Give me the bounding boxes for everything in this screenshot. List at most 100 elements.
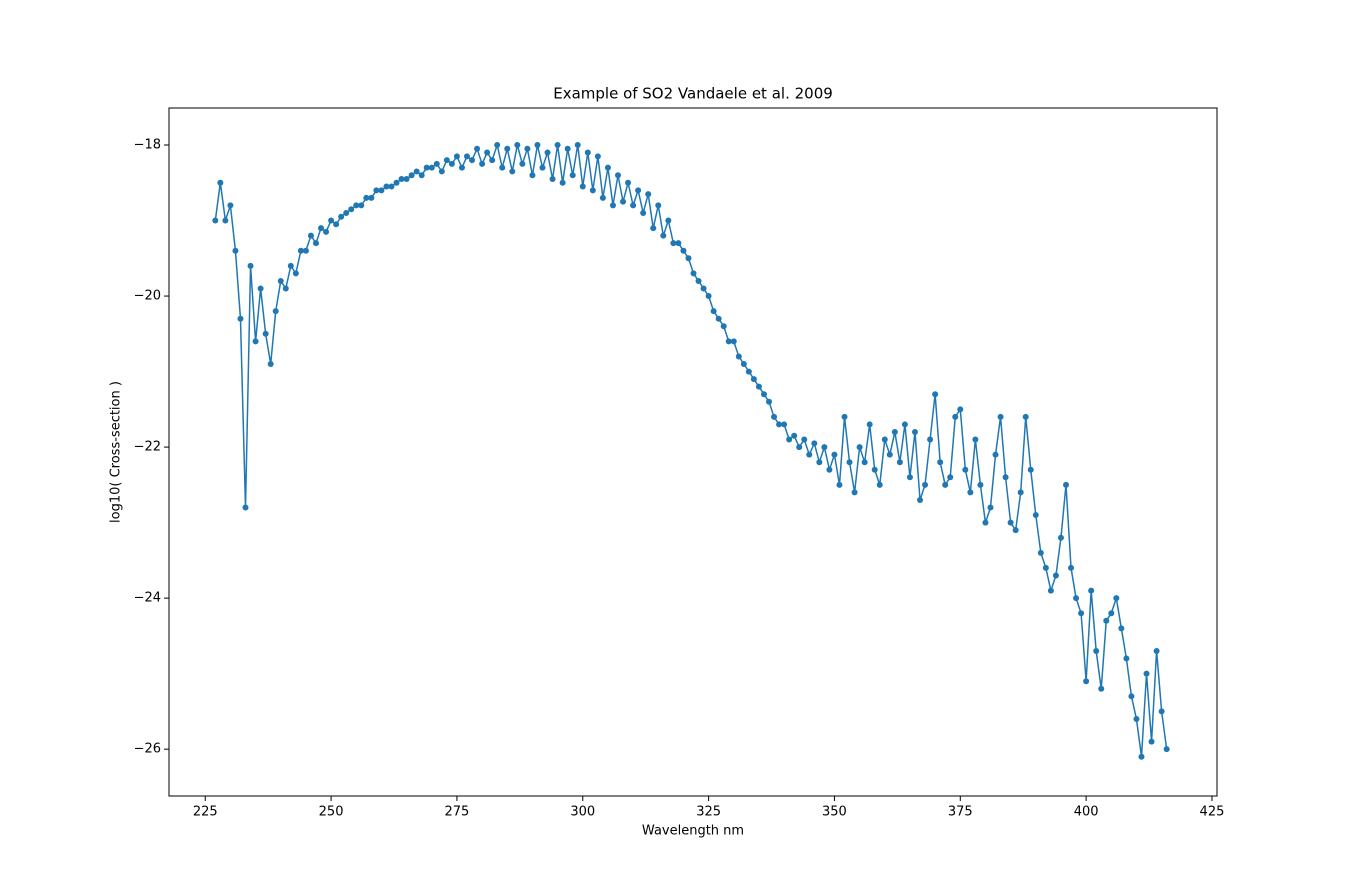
x-tick-label: 325 (696, 805, 721, 820)
data-point (579, 183, 586, 190)
data-point (463, 153, 470, 160)
data-point (911, 428, 918, 435)
data-point (368, 194, 375, 201)
data-point (554, 142, 561, 149)
data-point (630, 202, 637, 209)
data-point (353, 202, 360, 209)
data-point (307, 232, 314, 239)
chart-title: Example of SO2 Vandaele et al. 2009 (553, 85, 833, 103)
data-point (635, 187, 642, 194)
data-point (831, 451, 838, 458)
data-point (937, 459, 944, 466)
data-point (1002, 474, 1009, 481)
data-point (564, 145, 571, 152)
data-point (358, 202, 365, 209)
data-point (499, 164, 506, 171)
x-tick-label: 250 (319, 805, 344, 820)
data-point (247, 262, 254, 269)
data-point (328, 217, 335, 224)
data-point (438, 168, 445, 175)
data-point (1042, 564, 1049, 571)
data-point (514, 142, 521, 149)
data-point (655, 202, 662, 209)
data-point (851, 489, 858, 496)
x-tick-label: 400 (1074, 805, 1099, 820)
data-point (569, 172, 576, 179)
data-point (393, 179, 400, 186)
data-point (453, 153, 460, 160)
data-point (690, 270, 697, 277)
data-point (705, 293, 712, 300)
data-point (559, 179, 566, 186)
y-tick-label: −18 (134, 138, 161, 153)
data-point (735, 353, 742, 360)
data-point (489, 157, 496, 164)
data-point (962, 466, 969, 473)
data-point (881, 436, 888, 443)
data-point (776, 421, 783, 428)
data-point (1052, 572, 1059, 579)
data-point (1012, 527, 1019, 534)
data-point (745, 368, 752, 375)
data-point (861, 459, 868, 466)
data-point (1073, 595, 1080, 602)
data-point (413, 168, 420, 175)
data-point (614, 172, 621, 179)
data-point (1133, 715, 1140, 722)
data-point (297, 247, 304, 254)
data-point (665, 217, 672, 224)
data-point (594, 153, 601, 160)
data-point (237, 315, 244, 322)
data-point (650, 225, 657, 232)
data-point (484, 149, 491, 156)
data-point (292, 270, 299, 277)
data-point (826, 466, 833, 473)
data-point (781, 421, 788, 428)
data-point (1158, 708, 1165, 715)
data-point (524, 145, 531, 152)
data-point (791, 432, 798, 439)
data-point (710, 308, 717, 315)
data-point (348, 206, 355, 213)
data-point (312, 240, 319, 247)
data-point (927, 436, 934, 443)
y-tick-label: −20 (134, 289, 161, 304)
data-point (333, 221, 340, 228)
data-point (1037, 549, 1044, 556)
data-point (1078, 610, 1085, 617)
data-point (212, 217, 219, 224)
data-point (685, 255, 692, 262)
data-point (534, 142, 541, 149)
data-point (760, 391, 767, 398)
data-point (922, 481, 929, 488)
data-point (383, 183, 390, 190)
data-point (1103, 617, 1110, 624)
data-point (388, 183, 395, 190)
data-point (1108, 610, 1115, 617)
x-tick-label: 300 (570, 805, 595, 820)
data-point (589, 187, 596, 194)
data-point (408, 172, 415, 179)
data-point (997, 413, 1004, 420)
data-point (660, 232, 667, 239)
data-line (214, 142, 1168, 757)
data-point (952, 413, 959, 420)
data-point (1153, 647, 1160, 654)
data-point (474, 145, 481, 152)
data-point (287, 262, 294, 269)
data-point (242, 504, 249, 511)
data-point (1022, 413, 1029, 420)
data-point (1163, 746, 1170, 753)
data-point (418, 172, 425, 179)
x-tick-label: 275 (445, 805, 470, 820)
data-point (574, 142, 581, 149)
data-point (262, 330, 269, 337)
data-point (932, 391, 939, 398)
data-point (876, 481, 883, 488)
data-point (1118, 625, 1125, 632)
data-point (947, 474, 954, 481)
data-point (423, 164, 430, 171)
data-point (1027, 466, 1034, 473)
data-point (504, 145, 511, 152)
